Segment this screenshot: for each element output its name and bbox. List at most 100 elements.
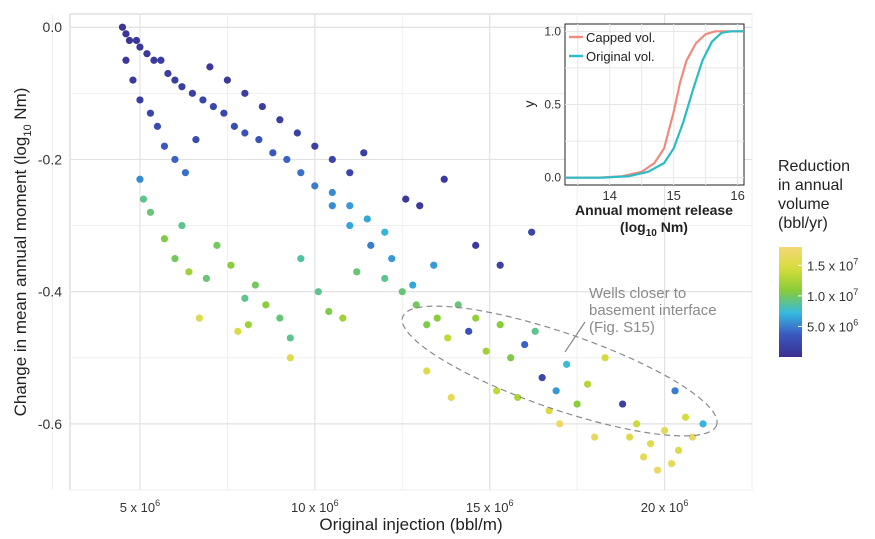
- scatter-point: [171, 76, 179, 84]
- scatter-point: [563, 360, 571, 368]
- scatter-point: [202, 274, 210, 283]
- scatter-point: [552, 387, 560, 395]
- inset-x-tick-label: 15: [666, 188, 680, 203]
- scatter-point: [150, 56, 158, 64]
- scatter-point: [496, 321, 504, 329]
- scatter-point: [241, 89, 249, 97]
- scatter-point: [125, 36, 134, 45]
- scatter-point: [118, 23, 127, 31]
- scatter-point: [660, 426, 669, 435]
- scatter-point: [688, 433, 697, 441]
- y-axis-ticks: 0.0 -0.2 -0.4 -0.6: [38, 19, 62, 432]
- scatter-point: [293, 129, 301, 137]
- inset-x-tick-label: 14: [603, 188, 617, 203]
- inset-y-axis-ticks: 0.0 0.5 1.0: [544, 24, 561, 184]
- scatter-point: [528, 228, 536, 236]
- inset-series-lines: [565, 30, 744, 179]
- scatter-point: [146, 109, 155, 117]
- scatter-point: [328, 202, 336, 210]
- scatter-point: [433, 314, 441, 322]
- scatter-point: [538, 374, 546, 382]
- scatter-point: [423, 321, 431, 329]
- scatter-point: [430, 261, 438, 269]
- scatter-point: [157, 56, 165, 64]
- annotation-leader-line: [564, 321, 586, 353]
- scatter-point: [531, 327, 539, 335]
- annotation-line: Wells closer to: [589, 285, 686, 302]
- annotation-line: basement interface: [589, 302, 717, 319]
- colorbar-ticks: 5.0 x 106 1.0 x 107 1.5 x 107: [798, 256, 858, 334]
- scatter-point: [346, 221, 354, 230]
- scatter-point: [412, 301, 420, 309]
- scatter-point: [573, 400, 581, 408]
- x-tick-label: 15 x 106: [466, 498, 514, 515]
- scatter-point: [192, 136, 200, 144]
- scatter-point: [482, 347, 490, 355]
- inset-y-tick-label: 0.5: [544, 98, 561, 112]
- scatter-point: [241, 294, 249, 302]
- inset-legend: Capped vol. Original vol.: [569, 30, 655, 64]
- x-axis-ticks: 5 x 106 10 x 106 15 x 106 20 x 106: [120, 498, 689, 515]
- inset-series-line: [565, 30, 744, 179]
- scatter-point: [122, 30, 130, 38]
- scatter-point: [625, 433, 634, 441]
- scatter-point: [234, 327, 242, 335]
- colorbar-title-line: in annual: [778, 177, 843, 194]
- scatter-point: [146, 208, 155, 216]
- inset-x-tick-label: 16: [730, 188, 744, 203]
- scatter-point: [269, 149, 277, 157]
- scatter-point: [178, 221, 186, 230]
- scatter-point: [171, 255, 179, 263]
- scatter-point: [353, 268, 361, 276]
- scatter-point: [230, 122, 238, 130]
- scatter-point: [160, 235, 169, 243]
- scatter-point: [591, 433, 599, 441]
- scatter-point: [283, 155, 291, 164]
- scatter-point: [671, 387, 679, 395]
- x-tick-label: 5 x 106: [120, 498, 160, 515]
- colorbar-title: Reduction in annual volume (bbl/yr): [778, 158, 850, 232]
- scatter-point: [255, 136, 263, 144]
- scatter-point: [339, 314, 347, 322]
- scatter-point: [618, 400, 627, 408]
- scatter-point: [493, 387, 501, 395]
- scatter-point: [220, 109, 228, 117]
- scatter-point: [496, 261, 504, 269]
- colorbar-tick-label: 5.0 x 106: [807, 317, 858, 334]
- scatter-point: [639, 453, 648, 461]
- scatter-point: [681, 413, 690, 421]
- scatter-point: [136, 175, 144, 183]
- scatter-point: [181, 169, 190, 177]
- scatter-point: [251, 281, 259, 289]
- y-tick-label: -0.4: [38, 284, 62, 300]
- scatter-point: [646, 440, 655, 448]
- x-tick-label: 20 x 106: [641, 498, 689, 515]
- colorbar-title-line: (bbl/yr): [778, 215, 828, 232]
- scatter-point: [667, 459, 676, 468]
- scatter-point: [447, 393, 455, 402]
- scatter-point: [153, 122, 162, 130]
- scatter-point: [209, 102, 217, 111]
- scatter-point: [444, 334, 452, 342]
- colorbar-tick-label: 1.5 x 107: [807, 256, 858, 273]
- scatter-point: [136, 43, 144, 51]
- colorbar-title-line: Reduction: [778, 158, 850, 175]
- scatter-point: [143, 50, 151, 58]
- y-tick-label: -0.2: [38, 151, 62, 167]
- scatter-point: [465, 327, 473, 335]
- scatter-point: [521, 340, 529, 349]
- scatter-point: [122, 56, 130, 64]
- scatter-point: [325, 307, 333, 316]
- scatter-point: [276, 116, 284, 124]
- scatter-point: [653, 466, 662, 474]
- colorbar-title-line: volume: [778, 196, 830, 213]
- scatter-point: [363, 215, 371, 223]
- inset-y-tick-label: 0.0: [544, 171, 561, 185]
- y-axis-title: Change in mean annual moment (log10 Nm): [11, 88, 34, 417]
- scatter-point: [507, 354, 515, 362]
- annotation: Wells closer to basement interface (Fig. S…: [401, 285, 718, 437]
- scatter-point: [223, 76, 231, 84]
- inset-y-axis-title: y: [521, 101, 537, 108]
- scatter-point: [132, 36, 141, 45]
